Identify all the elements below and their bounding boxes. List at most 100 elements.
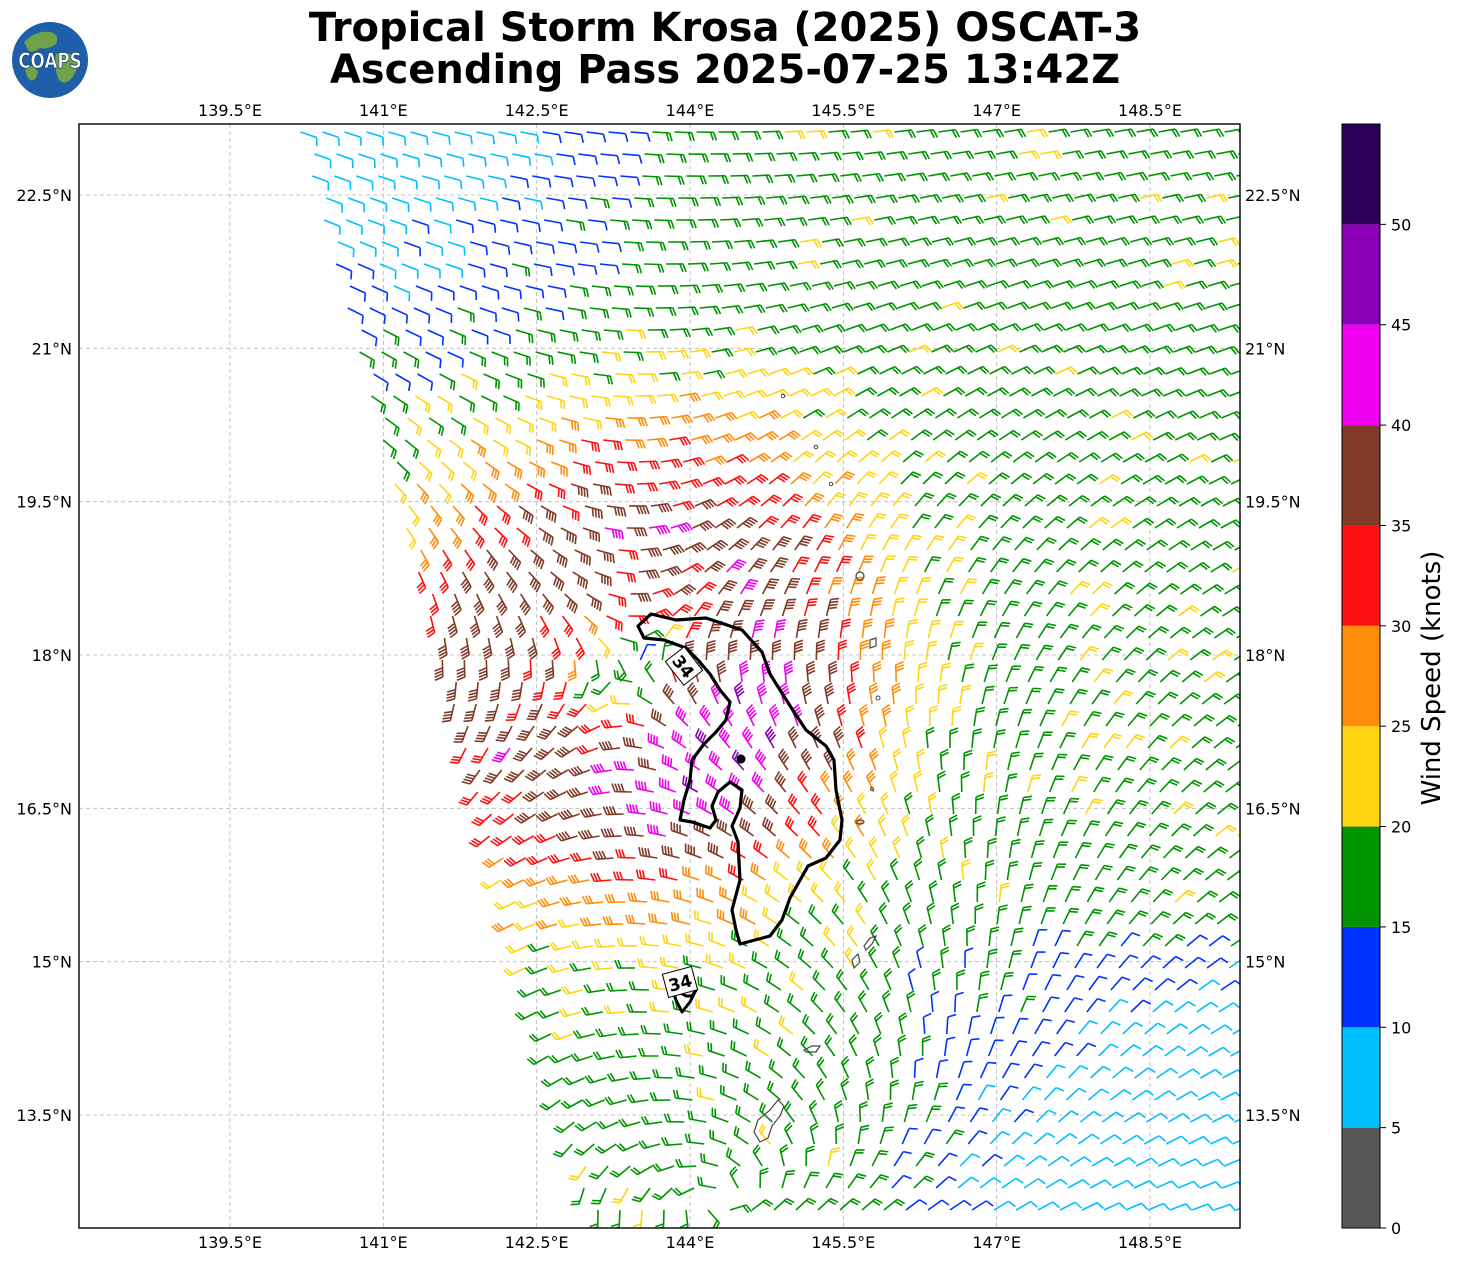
wind-barb [1145, 647, 1167, 661]
wind-barb [1209, 1136, 1233, 1145]
island-asuncion [828, 481, 834, 487]
wind-barb [928, 705, 938, 727]
wind-barb [516, 989, 540, 998]
wind-barb [1108, 887, 1128, 903]
wind-barb [559, 329, 579, 342]
wind-barb [950, 172, 973, 182]
wind-barb [1030, 951, 1046, 969]
wind-barb [1096, 193, 1119, 203]
wind-barb [600, 719, 623, 729]
wind-barb [1114, 128, 1137, 138]
wind-barb [670, 821, 688, 837]
wind-barb [1115, 668, 1136, 683]
wind-barb [1070, 128, 1093, 138]
wind-barb [560, 1099, 583, 1109]
wind-barb [447, 241, 466, 256]
wind-barb [471, 813, 493, 827]
wind-barb [417, 373, 434, 391]
wind-barb [1217, 237, 1240, 247]
wind-barb [719, 1084, 737, 1101]
wind-barb [922, 1012, 932, 1035]
wind-barb [548, 483, 566, 500]
wind-barb [1152, 888, 1174, 903]
wind-barb [513, 241, 533, 255]
wind-barb [1191, 627, 1214, 639]
wind-barb [698, 1064, 717, 1079]
wind-barb [1125, 625, 1147, 639]
wind-barb [474, 725, 491, 743]
wind-barb [1144, 1022, 1166, 1035]
wind-barb [1173, 237, 1197, 246]
wind-barb [724, 475, 747, 486]
wind-barb [659, 956, 680, 969]
wind-barb [745, 703, 758, 727]
wind-barb [1155, 1180, 1179, 1189]
wind-barb [1135, 1157, 1159, 1167]
wind-barb [474, 505, 488, 526]
wind-barb [1228, 959, 1240, 969]
wind-barb [1195, 802, 1217, 815]
wind-barb [1045, 1178, 1068, 1189]
wind-barb [605, 417, 626, 429]
wind-barb [616, 1143, 639, 1152]
wind-barb [755, 346, 778, 356]
wind-barb [774, 771, 787, 793]
wind-barb [524, 197, 544, 210]
wind-barb [1199, 410, 1222, 420]
wind-barb [652, 587, 675, 598]
wind-barb [751, 951, 768, 969]
wind-barb [826, 491, 846, 507]
wind-barb [646, 823, 666, 837]
wind-barb [491, 351, 509, 367]
wind-barb [405, 329, 422, 346]
wind-barb [1035, 1109, 1057, 1123]
wind-barb [888, 429, 911, 441]
wind-barb [1196, 890, 1219, 903]
wind-barb [1217, 345, 1240, 355]
wind-barb [611, 783, 632, 793]
lon-tick-label: 147°E [972, 1233, 1021, 1252]
wind-barb [766, 1080, 781, 1101]
wind-barb [707, 841, 724, 859]
wind-barb [893, 923, 903, 947]
wind-barb [823, 323, 846, 333]
wind-barb [406, 527, 417, 550]
wind-barb [504, 637, 516, 660]
wind-barb [625, 713, 645, 727]
wind-barb [824, 513, 844, 529]
wind-barb [1007, 751, 1021, 771]
wind-barb [1186, 475, 1210, 485]
wind-barb [751, 619, 765, 639]
wind-barb [915, 1151, 935, 1167]
wind-barb [1089, 602, 1111, 617]
wind-barb [1117, 755, 1137, 771]
wind-barb [768, 472, 791, 485]
wind-barb [768, 1059, 784, 1079]
wind-barb [514, 1011, 538, 1021]
wind-barb [575, 744, 599, 755]
wind-barb [582, 527, 601, 542]
wind-barb [1101, 646, 1122, 661]
wind-barb [543, 789, 567, 801]
wind-barb [491, 747, 511, 763]
wind-barb [1064, 885, 1082, 903]
globe-land-shape [24, 31, 78, 83]
wind-barb [1172, 911, 1194, 925]
wind-barb [590, 872, 612, 883]
wind-barb [640, 547, 663, 558]
wind-barb [615, 373, 636, 384]
wind-barb [596, 549, 615, 564]
map-frame [78, 123, 1241, 1229]
wind-barb [635, 869, 656, 881]
wind-barb [658, 867, 678, 881]
wind-barb [672, 1089, 693, 1101]
wind-barb [1135, 690, 1156, 705]
wind-barb [1149, 258, 1173, 268]
wind-barb [535, 351, 554, 366]
wind-barb [505, 945, 528, 954]
lat-tick-label: 15°N [1245, 953, 1285, 972]
wind-barb [1023, 1178, 1046, 1189]
wind-barb [1077, 366, 1100, 375]
wind-barb [1208, 475, 1232, 485]
wind-barb [535, 810, 559, 823]
